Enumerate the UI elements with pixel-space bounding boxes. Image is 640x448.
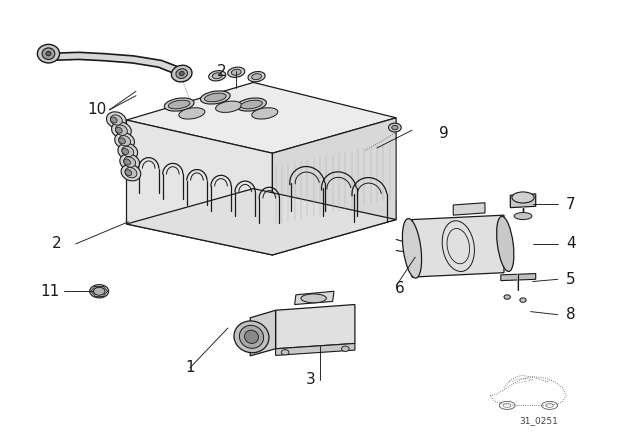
Ellipse shape <box>118 143 138 159</box>
Polygon shape <box>273 118 396 255</box>
Text: 8: 8 <box>566 307 575 322</box>
Polygon shape <box>127 189 396 255</box>
Ellipse shape <box>110 115 122 125</box>
Polygon shape <box>250 310 276 356</box>
Ellipse shape <box>125 168 137 178</box>
Text: 10: 10 <box>87 102 106 117</box>
Polygon shape <box>276 305 355 349</box>
Ellipse shape <box>514 212 532 220</box>
Ellipse shape <box>118 136 131 146</box>
Ellipse shape <box>520 298 526 302</box>
Ellipse shape <box>111 122 131 138</box>
Ellipse shape <box>392 125 398 130</box>
Ellipse shape <box>122 148 129 155</box>
Text: 2: 2 <box>52 237 61 251</box>
Ellipse shape <box>118 138 125 144</box>
Text: 7: 7 <box>566 197 575 211</box>
Ellipse shape <box>172 65 192 82</box>
Ellipse shape <box>116 127 122 133</box>
Ellipse shape <box>115 125 127 135</box>
Ellipse shape <box>200 91 230 104</box>
Text: 5: 5 <box>566 272 575 287</box>
Ellipse shape <box>244 330 259 344</box>
Ellipse shape <box>90 284 109 298</box>
Ellipse shape <box>239 325 264 348</box>
Polygon shape <box>127 82 396 153</box>
Ellipse shape <box>237 98 266 111</box>
Ellipse shape <box>234 321 269 353</box>
Text: 31_0251: 31_0251 <box>520 416 558 426</box>
Ellipse shape <box>216 101 242 112</box>
Ellipse shape <box>125 170 132 176</box>
Ellipse shape <box>342 346 349 351</box>
Polygon shape <box>501 274 536 280</box>
Ellipse shape <box>179 71 184 76</box>
Ellipse shape <box>241 100 262 109</box>
Ellipse shape <box>301 294 326 303</box>
Ellipse shape <box>176 69 188 78</box>
Text: 4: 4 <box>566 237 575 251</box>
Ellipse shape <box>388 123 401 132</box>
Ellipse shape <box>164 98 194 111</box>
Ellipse shape <box>111 117 117 123</box>
Ellipse shape <box>504 295 510 299</box>
Ellipse shape <box>282 349 289 355</box>
Ellipse shape <box>228 67 245 78</box>
Ellipse shape <box>46 52 51 56</box>
Polygon shape <box>294 291 334 305</box>
Text: 11: 11 <box>41 284 60 299</box>
Ellipse shape <box>209 71 226 81</box>
Ellipse shape <box>124 159 131 165</box>
Ellipse shape <box>120 154 140 170</box>
Polygon shape <box>127 120 273 255</box>
Ellipse shape <box>512 192 534 203</box>
Polygon shape <box>453 203 485 215</box>
Text: 2: 2 <box>217 64 227 79</box>
Ellipse shape <box>124 157 136 167</box>
Ellipse shape <box>179 108 205 119</box>
Ellipse shape <box>121 164 141 181</box>
Ellipse shape <box>115 133 134 149</box>
Ellipse shape <box>252 108 278 119</box>
Text: 9: 9 <box>439 126 449 141</box>
Ellipse shape <box>93 287 105 295</box>
Ellipse shape <box>248 72 265 82</box>
Ellipse shape <box>122 146 134 157</box>
Ellipse shape <box>205 93 226 102</box>
Ellipse shape <box>231 69 241 75</box>
Ellipse shape <box>37 44 60 63</box>
Polygon shape <box>510 194 536 207</box>
Ellipse shape <box>252 73 262 80</box>
Ellipse shape <box>106 112 126 128</box>
Ellipse shape <box>168 100 190 109</box>
Ellipse shape <box>42 48 55 60</box>
Ellipse shape <box>497 216 514 271</box>
PathPatch shape <box>52 52 182 74</box>
Text: 1: 1 <box>185 360 195 375</box>
Polygon shape <box>276 344 355 355</box>
Text: 3: 3 <box>306 372 316 387</box>
Polygon shape <box>412 215 504 277</box>
Ellipse shape <box>212 73 222 79</box>
Text: 6: 6 <box>394 280 404 296</box>
Ellipse shape <box>403 219 422 278</box>
